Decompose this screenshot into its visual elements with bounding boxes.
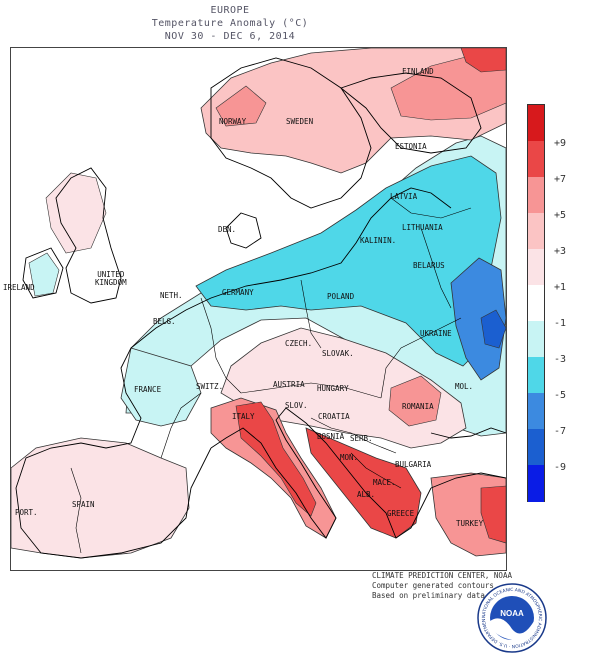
warm-region-romania bbox=[388, 375, 442, 427]
country-label: NETH. bbox=[160, 291, 183, 300]
warm-core-italy bbox=[235, 401, 317, 517]
country-label: NORWAY bbox=[219, 117, 247, 126]
cold-core-belarus bbox=[450, 257, 506, 381]
country-label: ROMANIA bbox=[402, 402, 434, 411]
country-label: FINLAND bbox=[402, 67, 434, 76]
country-label: POLAND bbox=[327, 292, 355, 301]
legend-tick: +5 bbox=[554, 210, 567, 221]
map-subtitle: Temperature Anomaly (°C) bbox=[151, 18, 309, 29]
country-label: KALININ. bbox=[360, 236, 397, 245]
credit-line: Computer generated contours bbox=[372, 581, 494, 590]
warm-max-finland bbox=[460, 48, 506, 73]
country-label: BULGARIA bbox=[395, 460, 432, 469]
legend-tick: +9 bbox=[554, 138, 567, 149]
country-label: CROATIA bbox=[318, 412, 350, 421]
country-label: CZECH. bbox=[285, 339, 313, 348]
country-label: PORT. bbox=[15, 508, 38, 517]
country-label: FRANCE bbox=[134, 385, 162, 394]
color-legend-bar bbox=[527, 104, 545, 502]
country-label: HUNGARY bbox=[317, 384, 349, 393]
country-label: TURKEY bbox=[456, 519, 484, 528]
country-label: AUSTRIA bbox=[273, 380, 305, 389]
country-label: BELG. bbox=[153, 317, 176, 326]
legend-color-band bbox=[528, 177, 544, 214]
warm-core-turkey bbox=[480, 485, 506, 544]
country-label: GREECE bbox=[387, 509, 415, 518]
country-label: SERB. bbox=[350, 434, 373, 443]
country-label: BOSNIA bbox=[317, 432, 345, 441]
legend-tick: -7 bbox=[554, 426, 567, 437]
country-label: LATVIA bbox=[390, 192, 418, 201]
map-period: NOV 30 - DEC 6, 2014 bbox=[164, 31, 296, 42]
legend-tick: -5 bbox=[554, 390, 567, 401]
legend-color-band bbox=[528, 429, 544, 466]
legend-tick: +1 bbox=[554, 282, 567, 293]
country-label: ITALY bbox=[232, 412, 255, 421]
cold-region-ireland bbox=[28, 252, 60, 297]
legend-tick: +3 bbox=[554, 246, 567, 257]
country-label: SLOVAK. bbox=[322, 349, 354, 358]
cold-core-baltic bbox=[195, 155, 502, 367]
country-label: GERMANY bbox=[222, 288, 254, 297]
country-label: IRELAND bbox=[3, 283, 35, 292]
country-label: ESTONIA bbox=[395, 142, 427, 151]
country-label: SWITZ. bbox=[196, 382, 224, 391]
map-canvas bbox=[11, 48, 506, 570]
warm-core-balkans bbox=[305, 427, 422, 539]
temperature-anomaly-map bbox=[10, 47, 507, 571]
noaa-logo-text: NOAA bbox=[500, 609, 524, 618]
legend-color-band bbox=[528, 141, 544, 178]
warm-core-norway bbox=[215, 85, 267, 127]
country-label: UKRAINE bbox=[420, 329, 452, 338]
country-label: UNITED KINGDOM bbox=[95, 270, 127, 287]
credit-line: Based on preliminary data bbox=[372, 591, 485, 600]
map-region-title: EUROPE bbox=[210, 5, 250, 16]
legend-color-band bbox=[528, 249, 544, 286]
legend-color-band bbox=[528, 357, 544, 394]
country-label: LITHUANIA bbox=[402, 223, 443, 232]
legend-tick: -1 bbox=[554, 318, 567, 329]
country-borders bbox=[70, 197, 472, 554]
noaa-logo: NATIONAL OCEANIC AND ATMOSPHERIC ADMINIS… bbox=[477, 583, 547, 653]
credit-line: CLIMATE PREDICTION CENTER, NOAA bbox=[372, 571, 512, 580]
country-label: SLOV. bbox=[285, 401, 308, 410]
legend-color-band bbox=[528, 465, 544, 502]
warm-region-scotland bbox=[45, 172, 107, 254]
country-label: MACE. bbox=[373, 478, 396, 487]
legend-tick: -9 bbox=[554, 462, 567, 473]
country-label: DEN. bbox=[218, 225, 237, 234]
legend-color-band bbox=[528, 321, 544, 358]
legend-tick: +7 bbox=[554, 174, 567, 185]
country-label: BELARUS bbox=[413, 261, 445, 270]
legend-color-band bbox=[528, 213, 544, 250]
country-label: MON. bbox=[340, 453, 359, 462]
country-label: ALB. bbox=[357, 490, 376, 499]
legend-color-band bbox=[528, 285, 544, 322]
legend-color-band bbox=[528, 105, 544, 142]
country-label: MOL. bbox=[455, 382, 474, 391]
cold-core-ukraine bbox=[480, 309, 506, 349]
coastlines bbox=[15, 57, 506, 559]
country-label: SWEDEN bbox=[286, 117, 314, 126]
legend-tick: -3 bbox=[554, 354, 567, 365]
country-label: SPAIN bbox=[72, 500, 95, 509]
legend-color-band bbox=[528, 393, 544, 430]
